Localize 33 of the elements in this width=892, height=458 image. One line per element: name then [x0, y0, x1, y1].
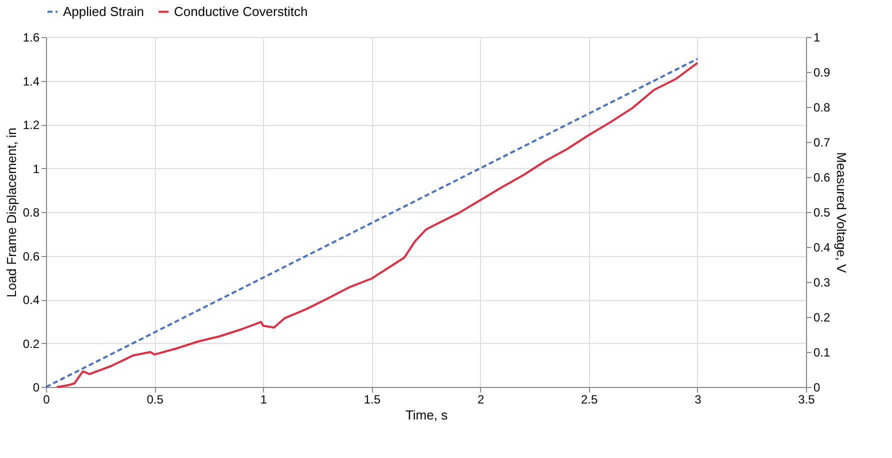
y2-tick-label: 0.9 — [814, 66, 831, 80]
y-tick-label: 0.8 — [22, 206, 40, 220]
y2-axis-title: Measured Voltage, V — [834, 152, 850, 274]
x-axis-title: Time, s — [405, 408, 448, 422]
x-tick-label: 0 — [43, 392, 50, 406]
x-tick-label: 2 — [477, 392, 484, 406]
x-tick-label: 3.5 — [798, 392, 816, 406]
y-tick-label: 1.2 — [22, 118, 40, 132]
y2-tick-label: 0.7 — [814, 136, 831, 150]
x-tick-label: 1 — [260, 392, 268, 406]
y2-tick-label: 0.5 — [814, 206, 831, 220]
y2-tick-label: 0.3 — [814, 276, 831, 290]
y-tick-label: 0.2 — [22, 336, 40, 351]
legend-label: Conductive Coverstitch — [174, 4, 308, 19]
y-tick-label: 0.6 — [22, 249, 40, 264]
y2-tick-label: 0.2 — [814, 310, 831, 324]
y-tick-label: 0.4 — [22, 293, 40, 307]
y2-tick-label: 0.1 — [814, 346, 831, 360]
y2-tick-label: 0.8 — [814, 100, 831, 114]
x-tick-label: 1.5 — [364, 392, 381, 406]
y2-tick-label: 0 — [814, 380, 820, 394]
y2-tick-label: 0.6 — [814, 170, 831, 184]
legend-label: Applied Strain — [63, 4, 144, 19]
x-tick-label: 3 — [694, 392, 702, 406]
y2-tick-label: 1 — [814, 30, 820, 44]
y-tick-label: 1.6 — [22, 30, 40, 44]
y2-tick-label: 0.4 — [814, 240, 831, 254]
y-tick-label: 1.4 — [22, 74, 40, 88]
y-tick-label: 0 — [32, 380, 40, 394]
y-tick-label: 1 — [32, 162, 40, 176]
x-tick-label: 2.5 — [581, 392, 598, 406]
x-tick-label: 0.5 — [146, 392, 164, 406]
y-axis-title: Load Frame Displacement, in — [4, 128, 19, 298]
